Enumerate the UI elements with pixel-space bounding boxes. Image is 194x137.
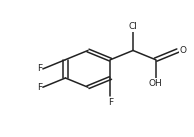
Text: F: F [108,98,113,107]
Text: OH: OH [149,79,162,88]
Text: F: F [37,64,42,73]
Text: O: O [179,46,186,55]
Text: Cl: Cl [129,22,138,32]
Text: F: F [37,83,42,92]
